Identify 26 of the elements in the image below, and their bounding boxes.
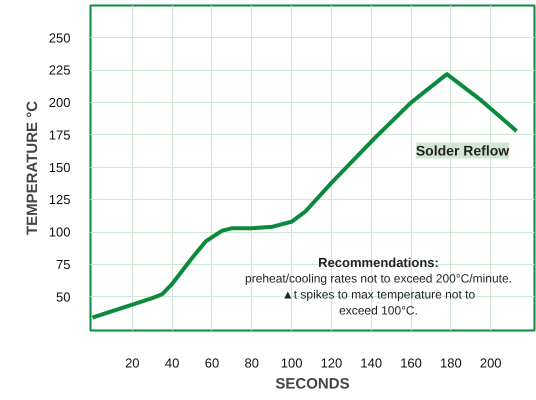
annotation: Recommendations: <box>318 255 439 270</box>
x-tick-label: 200 <box>480 356 502 370</box>
x-tick-label: 120 <box>320 356 342 370</box>
y-tick-label: 175 <box>48 127 71 142</box>
y-tick-label: 75 <box>56 256 71 272</box>
y-tick-label: 50 <box>56 289 71 304</box>
x-tick-label: 80 <box>244 356 260 370</box>
y-tick-label: 250 <box>48 30 71 46</box>
x-tick-label: 180 <box>440 356 462 370</box>
y-axis-title: TEMPERATURE °C <box>24 100 41 236</box>
y-tick-label: 150 <box>48 160 71 175</box>
y-tick-label: 225 <box>48 62 71 78</box>
x-axis-title: SECONDS <box>275 376 350 392</box>
x-tick-label: 160 <box>400 356 422 370</box>
annotation: exceed 100°C. <box>339 304 418 318</box>
x-tick-label: 60 <box>204 356 220 370</box>
annotation: preheat/cooling rates not to exceed 200°C/minute. <box>245 272 512 286</box>
x-tick-label: 100 <box>280 356 302 370</box>
x-tick-label: 20 <box>125 356 140 370</box>
x-tick-label: 140 <box>360 356 382 370</box>
y-tick-label: 100 <box>48 224 71 240</box>
y-tick-label: 200 <box>48 95 71 110</box>
annotation: Solder Reflow <box>416 142 510 158</box>
y-tick-label: 125 <box>48 192 71 208</box>
x-tick-label: 40 <box>164 356 180 370</box>
annotation: ▲t spikes to max temperature not to <box>282 288 476 302</box>
